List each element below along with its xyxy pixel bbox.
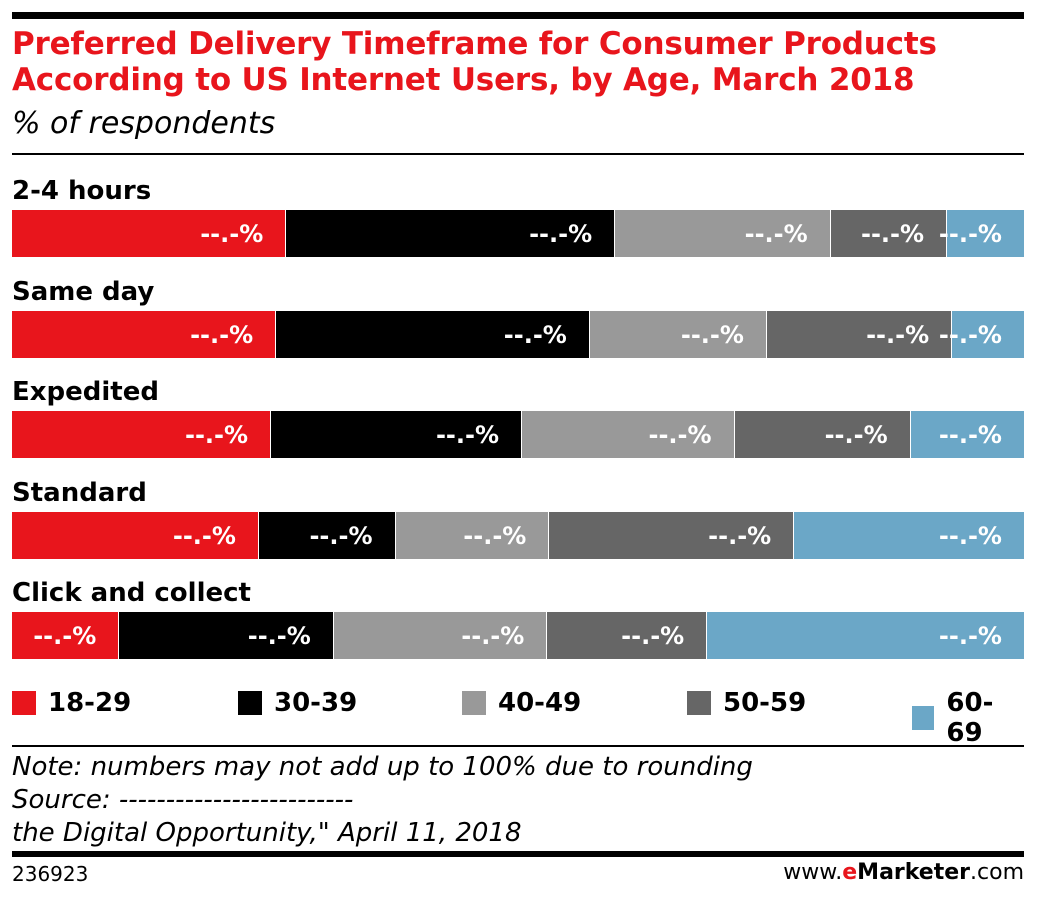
- data-label: --.-%: [744, 219, 808, 248]
- brand-suffix: .com: [970, 860, 1024, 885]
- data-label: --.-%: [938, 521, 1002, 550]
- data-label: --.-%: [529, 219, 593, 248]
- subtitle-rule: [12, 153, 1024, 155]
- bar-segment: --.-%: [706, 612, 1024, 659]
- data-label: --.-%: [503, 320, 567, 349]
- legend-item: 60-69: [912, 688, 1024, 748]
- bar-segment: --.-%: [12, 411, 271, 458]
- bar-segment: --.-%: [733, 411, 910, 458]
- chart-id: 236923: [12, 862, 89, 886]
- data-label: --.-%: [938, 621, 1002, 650]
- bottom-rule: [12, 851, 1024, 857]
- data-label: --.-%: [621, 621, 685, 650]
- data-label: --.-%: [200, 219, 264, 248]
- bar-segment: --.-%: [521, 411, 734, 458]
- data-label: --.-%: [247, 621, 311, 650]
- bar-row: --.-% --.-% --.-% --.-% --.-%: [12, 411, 1024, 458]
- legend-label: 60-69: [946, 688, 994, 748]
- bar-segment: --.-%: [12, 512, 258, 559]
- category-label: Click and collect: [12, 578, 251, 608]
- data-label: --.-%: [824, 420, 888, 449]
- data-label: --.-%: [463, 521, 527, 550]
- category-label: Expedited: [12, 377, 159, 407]
- legend-item: 30-39: [238, 688, 357, 718]
- data-label: --.-%: [866, 320, 930, 349]
- data-label: --.-%: [190, 320, 254, 349]
- data-label: --.-%: [309, 521, 373, 550]
- bar-segment: --.-%: [614, 210, 830, 257]
- bar-row: --.-% --.-% --.-% --.-% --.-%: [12, 512, 1024, 559]
- bar-segment: --.-%: [829, 210, 947, 257]
- category-label: 2-4 hours: [12, 176, 152, 206]
- legend-swatch: [687, 691, 711, 715]
- bar-segment: --.-%: [270, 411, 522, 458]
- bar-segment: --.-%: [909, 411, 1024, 458]
- data-label: --.-%: [33, 621, 97, 650]
- data-label: --.-%: [938, 320, 1002, 349]
- footnote: Note: numbers may not add up to 100% due…: [12, 752, 753, 782]
- data-label: --.-%: [648, 420, 712, 449]
- chart-title: Preferred Delivery Timeframe for Consume…: [12, 26, 937, 98]
- chart-subtitle: % of respondents: [12, 106, 276, 141]
- category-label: Standard: [12, 478, 147, 508]
- data-label: --.-%: [708, 521, 772, 550]
- category-label: Same day: [12, 277, 155, 307]
- data-label: --.-%: [680, 320, 744, 349]
- bar-segment: --.-%: [939, 311, 1024, 358]
- chart-legend: 18-29 30-39 40-49 50-59 60-69: [12, 688, 1024, 748]
- brand-e: e: [842, 860, 858, 885]
- brand-prefix: www.: [783, 860, 843, 885]
- bar-segment: --.-%: [285, 210, 615, 257]
- bar-segment: --.-%: [257, 512, 395, 559]
- legend-swatch: [12, 691, 36, 715]
- bar-segment: --.-%: [394, 512, 549, 559]
- legend-label: 30-39: [274, 688, 358, 718]
- notes-rule: [12, 745, 1024, 747]
- legend-label: 50-59: [723, 688, 807, 718]
- bar-row: --.-% --.-% --.-% --.-% --.-%: [12, 210, 1024, 257]
- legend-label: 18-29: [48, 688, 132, 718]
- bar-segment: --.-%: [765, 311, 952, 358]
- bar-segment: --.-%: [546, 612, 707, 659]
- bar-segment: --.-%: [118, 612, 333, 659]
- bar-segment: --.-%: [12, 612, 119, 659]
- legend-swatch: [462, 691, 486, 715]
- data-label: --.-%: [461, 621, 525, 650]
- source-line-continued: the Digital Opportunity," April 11, 2018: [12, 818, 522, 848]
- top-rule: [12, 12, 1024, 19]
- bar-segment: --.-%: [939, 210, 1024, 257]
- bar-segment: --.-%: [12, 311, 276, 358]
- legend-item: 18-29: [12, 688, 131, 718]
- data-label: --.-%: [861, 219, 925, 248]
- data-label: --.-%: [172, 521, 236, 550]
- bar-row: --.-% --.-% --.-% --.-% --.-%: [12, 612, 1024, 659]
- legend-swatch: [238, 691, 262, 715]
- data-label: --.-%: [938, 219, 1002, 248]
- bar-segment: --.-%: [12, 210, 286, 257]
- legend-item: 40-49: [462, 688, 581, 718]
- brand-logo[interactable]: www.eMarketer.com: [783, 860, 1024, 885]
- data-label: --.-%: [938, 420, 1002, 449]
- bar-segment: --.-%: [793, 512, 1024, 559]
- legend-item: 50-59: [687, 688, 806, 718]
- brand-marketer: Marketer: [857, 860, 971, 885]
- source-line: Source: -------------------------: [12, 785, 354, 815]
- data-label: --.-%: [185, 420, 249, 449]
- legend-label: 40-49: [498, 688, 582, 718]
- bar-segment: --.-%: [275, 311, 589, 358]
- bar-segment: --.-%: [588, 311, 766, 358]
- data-label: --.-%: [435, 420, 500, 449]
- bar-row: --.-% --.-% --.-% --.-% --.-%: [12, 311, 1024, 358]
- legend-swatch: [912, 706, 935, 730]
- bar-segment: --.-%: [548, 512, 794, 559]
- bar-segment: --.-%: [332, 612, 547, 659]
